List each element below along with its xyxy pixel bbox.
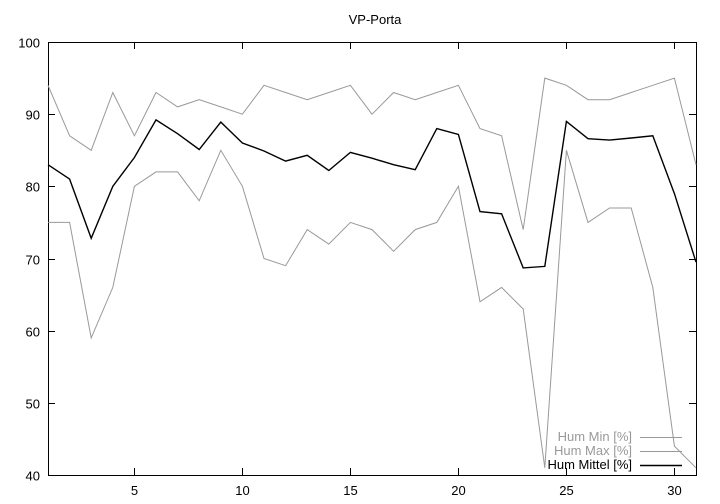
x-tick-label: 5: [131, 483, 138, 498]
hum-min-series-line: [48, 149, 697, 469]
legend-entry-hum-min: Hum Min [%]: [558, 429, 632, 444]
chart-title: VP-Porta: [349, 12, 403, 27]
series-layer: [47, 77, 697, 469]
x-axis-ticks: 5 10 15 20 25 30: [131, 42, 682, 498]
x-tick-label: 20: [451, 483, 465, 498]
y-tick-label: 40: [26, 469, 40, 484]
y-tick-label: 80: [26, 180, 40, 195]
y-tick-label: 70: [26, 253, 40, 268]
legend-entry-hum-mittel: Hum Mittel [%]: [547, 457, 632, 472]
y-tick-label: 50: [26, 397, 40, 412]
plot-frame: [48, 42, 697, 476]
y-tick-label: 90: [26, 108, 40, 123]
hum-mittel-series-line: [47, 118, 697, 269]
y-axis-ticks: 40 50 60 70 80 90 100: [18, 36, 696, 484]
x-tick-label: 15: [343, 483, 357, 498]
legend: Hum Min [%]Hum Max [%]Hum Mittel [%]: [547, 429, 682, 472]
x-tick-label: 25: [559, 483, 573, 498]
hum-max-series-line: [47, 77, 697, 230]
x-tick-label: 10: [235, 483, 249, 498]
y-tick-label: 60: [26, 325, 40, 340]
y-tick-label: 100: [18, 36, 40, 51]
legend-entry-hum-max: Hum Max [%]: [554, 443, 632, 458]
x-tick-label: 30: [667, 483, 681, 498]
